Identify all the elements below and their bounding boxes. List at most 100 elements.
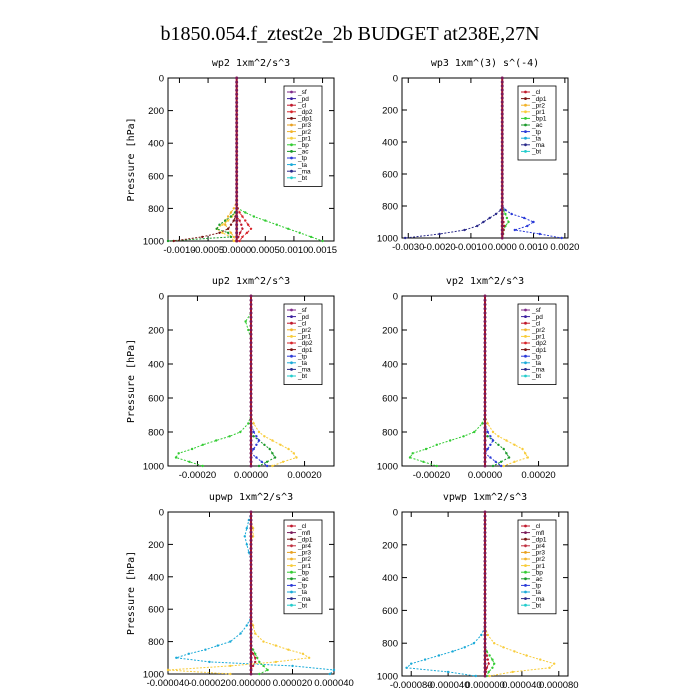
zero-profile-point [483, 621, 487, 625]
series-point [507, 456, 511, 459]
zero-profile-point [249, 456, 253, 459]
zero-profile-point [500, 236, 504, 240]
plot-frame [167, 77, 335, 242]
series-point [493, 662, 496, 665]
zero-profile-point [249, 514, 253, 518]
series-point [218, 223, 221, 226]
zero-profile-point [483, 613, 487, 616]
series-point [532, 220, 535, 224]
legend-marker [290, 584, 293, 587]
series-point [244, 320, 247, 323]
legend-label: _bt [297, 373, 307, 380]
series-point [502, 646, 505, 649]
legend-marker [524, 103, 527, 107]
legend-marker [290, 130, 293, 134]
series-point [411, 452, 414, 455]
zero-profile-point [483, 460, 487, 464]
legend-label: _bt [297, 602, 307, 609]
zero-profile-point [483, 572, 487, 575]
legend-label: _bt [531, 373, 541, 380]
series-point [511, 670, 514, 674]
zero-profile-point [235, 125, 239, 129]
series-point [287, 447, 290, 451]
x-tick-label: -0.0020 [423, 242, 455, 253]
legend-box [283, 303, 323, 385]
zero-profile-point [483, 379, 487, 383]
panel-title: vpwp 1xm^2/s^3 [443, 492, 527, 503]
zero-profile-point [235, 166, 239, 170]
zero-profile-point [249, 526, 253, 530]
legend-marker [290, 163, 293, 167]
series-point [240, 223, 243, 226]
series-point [264, 219, 267, 222]
y-axis-label: Pressure [hPa] [126, 551, 137, 635]
legend-label: _mfl [531, 530, 545, 537]
legend-marker [524, 597, 527, 600]
y-tick-label: 0 [393, 74, 398, 85]
series-point [229, 215, 233, 218]
legend-marker [290, 577, 293, 581]
zero-profile-point [483, 658, 487, 662]
legend-marker [524, 150, 527, 153]
zero-profile-point [249, 652, 253, 656]
series-point [224, 223, 227, 226]
legend-label: _bp [297, 142, 309, 149]
y-tick-label: 1000 [143, 670, 164, 681]
x-tick-label: 0.0015 [308, 245, 337, 256]
series-point [510, 212, 513, 216]
series-point [486, 422, 489, 425]
series-point [257, 439, 261, 442]
series-point [244, 219, 247, 222]
y-tick-label: 800 [148, 428, 164, 439]
zero-profile-point [249, 615, 253, 619]
series-point [265, 460, 269, 463]
zero-profile-point [483, 328, 487, 332]
zero-profile-point [249, 575, 253, 579]
series-point [491, 666, 494, 669]
zero-profile-point [483, 345, 487, 349]
legend-label: _pr2 [297, 129, 311, 136]
legend-label: _dp1 [531, 96, 547, 103]
zero-profile-point [249, 434, 253, 438]
legend-marker [524, 335, 527, 338]
legend-label: _ma [531, 142, 545, 149]
x-tick-label: 0.0005 [251, 245, 280, 256]
legend-label: _mfl [297, 530, 311, 537]
zero-profile-point [235, 235, 239, 239]
legend-label: _tp [531, 583, 541, 590]
zero-profile-point [235, 96, 239, 100]
x-tick-label: 0.000000 [465, 680, 505, 691]
zero-profile-point [483, 514, 487, 518]
y-tick-label: 400 [382, 138, 398, 149]
series-point [229, 672, 232, 676]
zero-profile-point [500, 84, 504, 88]
zero-profile-point [483, 608, 487, 612]
series-point [239, 632, 242, 635]
series-point [403, 236, 407, 240]
legend-label: _bt [531, 602, 541, 609]
zero-profile-point [483, 358, 487, 362]
legend-marker [524, 130, 527, 134]
legend-label: _ac [297, 576, 309, 583]
zero-profile-point [500, 176, 504, 180]
zero-profile-point [483, 604, 487, 608]
zero-profile-point [500, 136, 504, 140]
zero-profile-point [235, 113, 239, 117]
zero-profile-point [500, 88, 504, 92]
series-point [408, 456, 412, 459]
zero-profile-point [500, 92, 504, 96]
x-tick-label: 0.00000 [468, 470, 502, 481]
x-tick-label: 0.000040 [314, 678, 354, 689]
zero-profile-point [483, 443, 487, 447]
zero-profile-point [249, 538, 253, 542]
zero-profile-point [249, 648, 253, 652]
series-point [238, 239, 241, 243]
series-point [263, 435, 266, 438]
zero-profile-point [483, 662, 487, 666]
zero-profile-point [249, 603, 253, 607]
series-point [258, 660, 261, 664]
series-point [435, 443, 438, 446]
zero-profile-point [249, 518, 253, 522]
legend-label: _dp1 [297, 536, 313, 543]
legend-marker [524, 603, 527, 607]
